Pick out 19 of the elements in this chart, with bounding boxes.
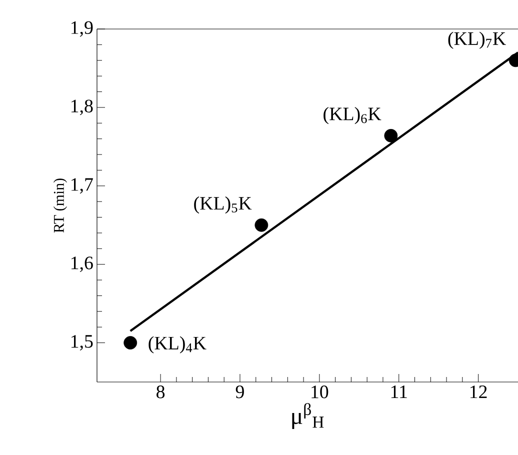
x-axis-title: μ$^{β}$H bbox=[292, 403, 324, 430]
y-tick-label: 1,9 bbox=[71, 21, 93, 37]
annotation: (KL)$_{5}$K bbox=[194, 196, 252, 214]
point bbox=[124, 336, 138, 350]
x-tick-label: 12 bbox=[470, 386, 487, 398]
x-tick-label: 8 bbox=[156, 386, 165, 398]
y-tick-label: 1,5 bbox=[71, 335, 93, 350]
x-tick-label: 9 bbox=[236, 386, 244, 398]
x-tick-label: 10 bbox=[312, 386, 328, 398]
annotation: (KL)$_{4}$K bbox=[148, 336, 206, 354]
annotation: (KL)$_{6}$K bbox=[324, 107, 382, 124]
y-tick-label: 1,6 bbox=[71, 256, 93, 272]
y-tick-label: 1,8 bbox=[71, 100, 93, 116]
annotation: (KL)$_{7}$K bbox=[448, 32, 506, 49]
x-tick-label: 11 bbox=[391, 386, 407, 398]
y-axis-title: RT (min) bbox=[53, 178, 67, 233]
point bbox=[384, 128, 398, 142]
y-tick-label: 1,7 bbox=[71, 178, 93, 194]
point bbox=[254, 218, 268, 232]
